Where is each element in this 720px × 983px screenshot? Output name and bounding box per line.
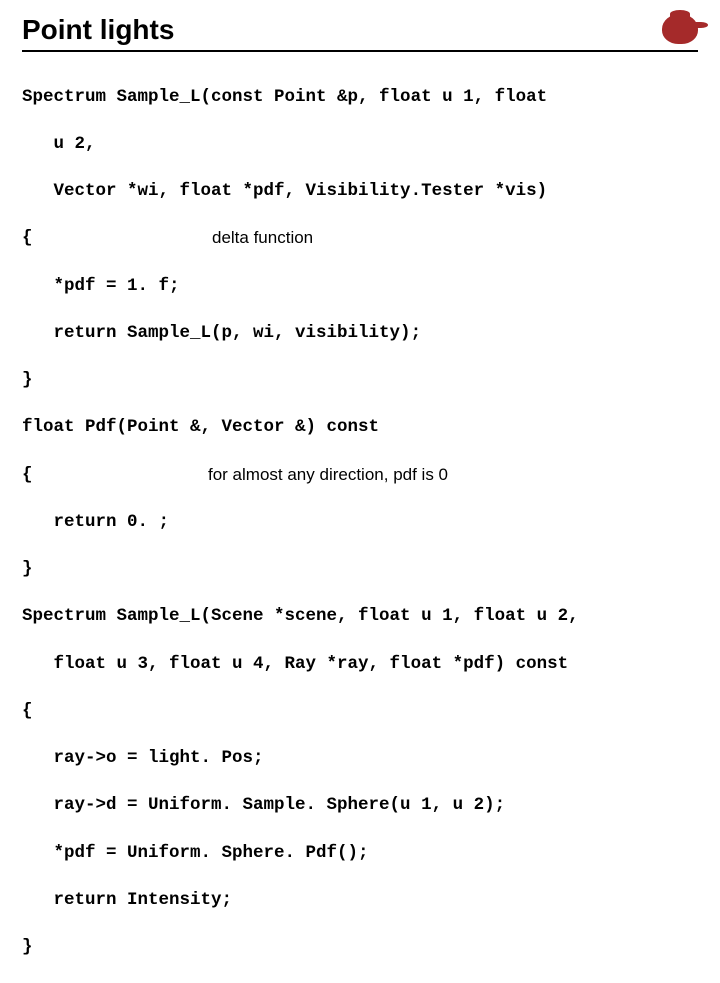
- code-line: Vector *wi, float *pdf, Visibility.Teste…: [22, 180, 698, 204]
- code-line: return 0. ;: [22, 511, 698, 535]
- code-line: *pdf = Uniform. Sphere. Pdf();: [22, 842, 698, 866]
- code-block: Spectrum Sample_L(const Point &p, float …: [22, 62, 698, 983]
- code-line: }: [22, 369, 698, 393]
- code-line: { delta function: [22, 227, 698, 251]
- code-line: return Intensity;: [22, 889, 698, 913]
- teapot-logo-icon: [662, 14, 698, 44]
- code-text: {: [22, 465, 33, 485]
- code-line: *pdf = 1. f;: [22, 275, 698, 299]
- code-line: {: [22, 700, 698, 724]
- code-line: }: [22, 936, 698, 960]
- code-line: Spectrum Sample_L(Scene *scene, float u …: [22, 605, 698, 629]
- code-line: ray->d = Uniform. Sample. Sphere(u 1, u …: [22, 794, 698, 818]
- code-line: float Pdf(Point &, Vector &) const: [22, 416, 698, 440]
- slide-header: Point lights: [22, 14, 698, 52]
- code-line: return Sample_L(p, wi, visibility);: [22, 322, 698, 346]
- code-line: Spectrum Sample_L(const Point &p, float …: [22, 86, 698, 110]
- code-line: u 2,: [22, 133, 698, 157]
- code-line: }: [22, 558, 698, 582]
- code-line: float u 3, float u 4, Ray *ray, float *p…: [22, 653, 698, 677]
- slide-title: Point lights: [22, 14, 174, 46]
- code-line: { for almost any direction, pdf is 0: [22, 464, 698, 488]
- code-text: {: [22, 228, 33, 248]
- code-line: ray->o = light. Pos;: [22, 747, 698, 771]
- annotation-delta: delta function: [212, 227, 313, 250]
- annotation-pdf: for almost any direction, pdf is 0: [208, 464, 448, 487]
